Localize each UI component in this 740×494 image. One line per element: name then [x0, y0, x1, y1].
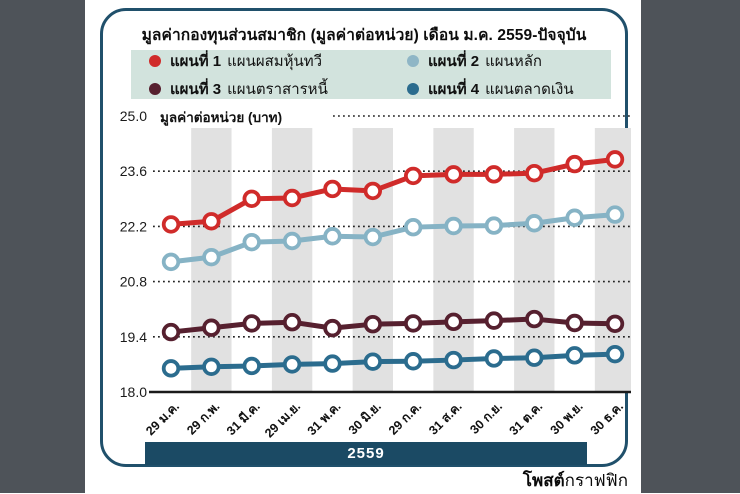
data-point-series-4: [444, 350, 463, 370]
chart-legend: แผนที่ 1 แผนผสมหุ้นทวี แผนที่ 2 แผนหลัก …: [131, 50, 611, 99]
data-point-series-1: [282, 188, 302, 208]
data-point-series-2: [161, 252, 181, 272]
data-point-series-2: [444, 216, 463, 236]
data-point-series-1: [565, 154, 584, 174]
y-tick-label: 23.6: [120, 163, 147, 179]
legend-plan-name: แผนตลาดเงิน: [485, 80, 574, 98]
x-tick-label: 31 พ.ค.: [305, 399, 344, 438]
y-tick-label: 22.2: [120, 218, 147, 234]
chart-panel: มูลค่ากองทุนส่วนสมาชิก (มูลค่าต่อหน่วย) …: [100, 8, 631, 467]
data-point-series-4: [323, 354, 342, 373]
data-point-series-1: [605, 150, 625, 169]
line-chart-svg: 18.0 19.4 20.8 22.2 23.6 25.0 มูลค่าต่อหน่วย (…: [120, 108, 631, 440]
legend-item-plan-1: แผนที่ 1 แผนผสมหุ้นทวี: [149, 49, 407, 73]
legend-plan-name: แผนหลัก: [485, 52, 542, 70]
legend-item-plan-2: แผนที่ 2 แผนหลัก: [407, 49, 611, 73]
page-gutter-left: [0, 0, 85, 493]
data-point-series-1: [403, 166, 423, 186]
data-point-series-4: [202, 357, 221, 376]
y-tick-label: 25.0: [120, 108, 147, 124]
data-point-series-3: [323, 318, 342, 338]
data-point-series-4: [565, 346, 584, 365]
background-band: [352, 128, 393, 392]
data-point-series-3: [202, 318, 221, 337]
y-tick-label: 19.4: [120, 329, 147, 345]
credit-bold: โพสต์: [522, 471, 565, 490]
legend-item-plan-3: แผนที่ 3 แผนตราสารหนี้: [149, 77, 407, 101]
x-tick-label: 30 ก.ย.: [467, 399, 505, 437]
data-point-series-3: [444, 312, 463, 332]
data-point-series-2: [605, 205, 625, 224]
data-point-series-4: [282, 355, 302, 374]
data-point-series-4: [161, 359, 181, 378]
x-tick-label: 31 มี.ค.: [224, 399, 263, 438]
data-point-series-2: [565, 208, 584, 227]
data-point-series-3: [363, 314, 383, 334]
y-tick-label: 18.0: [120, 384, 147, 400]
credit-regular: กราฟฟิก: [564, 471, 628, 490]
data-point-series-4: [605, 344, 625, 364]
legend-plan-label: แผนที่ 1: [170, 52, 222, 70]
data-point-series-3: [403, 314, 423, 333]
legend-plan-label: แผนที่ 4: [428, 80, 480, 98]
data-point-series-2: [363, 227, 383, 247]
x-tick-label: 30 ธ.ค.: [588, 399, 626, 437]
background-band: [271, 128, 313, 392]
data-point-series-1: [363, 181, 383, 201]
data-point-series-2: [525, 214, 544, 233]
x-tick-label: 31 ส.ค.: [426, 399, 464, 437]
page-gutter-right: [641, 0, 740, 493]
data-point-series-3: [525, 309, 544, 329]
legend-plan-name: แผนผสมหุ้นทวี: [227, 52, 323, 70]
data-point-series-4: [525, 348, 544, 367]
data-point-series-1: [323, 179, 342, 199]
y-tick-label: 20.8: [120, 274, 147, 290]
data-point-series-2: [282, 231, 302, 251]
legend-dot-plan-3-icon: [149, 82, 161, 95]
data-point-series-3: [565, 313, 584, 333]
data-point-series-2: [403, 217, 423, 237]
x-tick-label: 30 พ.ย.: [548, 399, 586, 437]
data-point-series-1: [161, 215, 181, 234]
x-tick-label: 29 ม.ค.: [143, 399, 182, 438]
legend-dot-plan-2-icon: [407, 54, 419, 67]
data-point-series-4: [363, 352, 383, 371]
data-point-series-3: [242, 314, 261, 333]
data-point-series-4: [403, 352, 423, 371]
credit-line: โพสต์กราฟฟิก: [523, 467, 628, 494]
line-chart: 18.0 19.4 20.8 22.2 23.6 25.0 มูลค่าต่อหน่วย (…: [103, 103, 631, 455]
x-tick-label: 29 เม.ย.: [262, 399, 303, 440]
legend-plan-name: แผนตราสารหนี้: [227, 80, 328, 98]
data-point-series-3: [282, 313, 302, 332]
x-tick-label: 31 ต.ค.: [507, 399, 546, 438]
x-axis-year-bar: 2559: [145, 442, 587, 465]
data-point-series-3: [161, 322, 181, 342]
legend-dot-plan-4-icon: [407, 82, 419, 95]
data-point-series-1: [444, 165, 463, 184]
page-title: มูลค่ากองทุนส่วนสมาชิก (มูลค่าต่อหน่วย) …: [141, 27, 587, 44]
data-point-series-4: [484, 349, 504, 368]
data-point-series-4: [242, 356, 261, 376]
data-point-series-1: [202, 212, 221, 231]
data-point-series-3: [605, 314, 625, 333]
legend-item-plan-4: แผนที่ 4 แผนตลาดเงิน: [407, 77, 611, 101]
data-point-series-2: [242, 232, 261, 252]
legend-plan-label: แผนที่ 3: [170, 80, 222, 98]
data-point-series-2: [484, 216, 504, 235]
legend-plan-label: แผนที่ 2: [428, 52, 480, 70]
data-point-series-2: [202, 247, 221, 267]
y-axis-title: มูลค่าต่อหน่วย (บาท): [160, 110, 282, 126]
data-point-series-3: [484, 311, 504, 330]
x-tick-label: 30 มิ.ย.: [346, 399, 384, 437]
data-point-series-1: [242, 189, 261, 209]
x-tick-label: 29 ก.ค.: [386, 399, 424, 437]
data-point-series-1: [484, 165, 504, 184]
data-point-series-2: [323, 227, 342, 246]
x-tick-label: 29 ก.พ.: [184, 399, 222, 437]
legend-dot-plan-1-icon: [149, 54, 161, 67]
data-point-series-1: [525, 163, 544, 183]
